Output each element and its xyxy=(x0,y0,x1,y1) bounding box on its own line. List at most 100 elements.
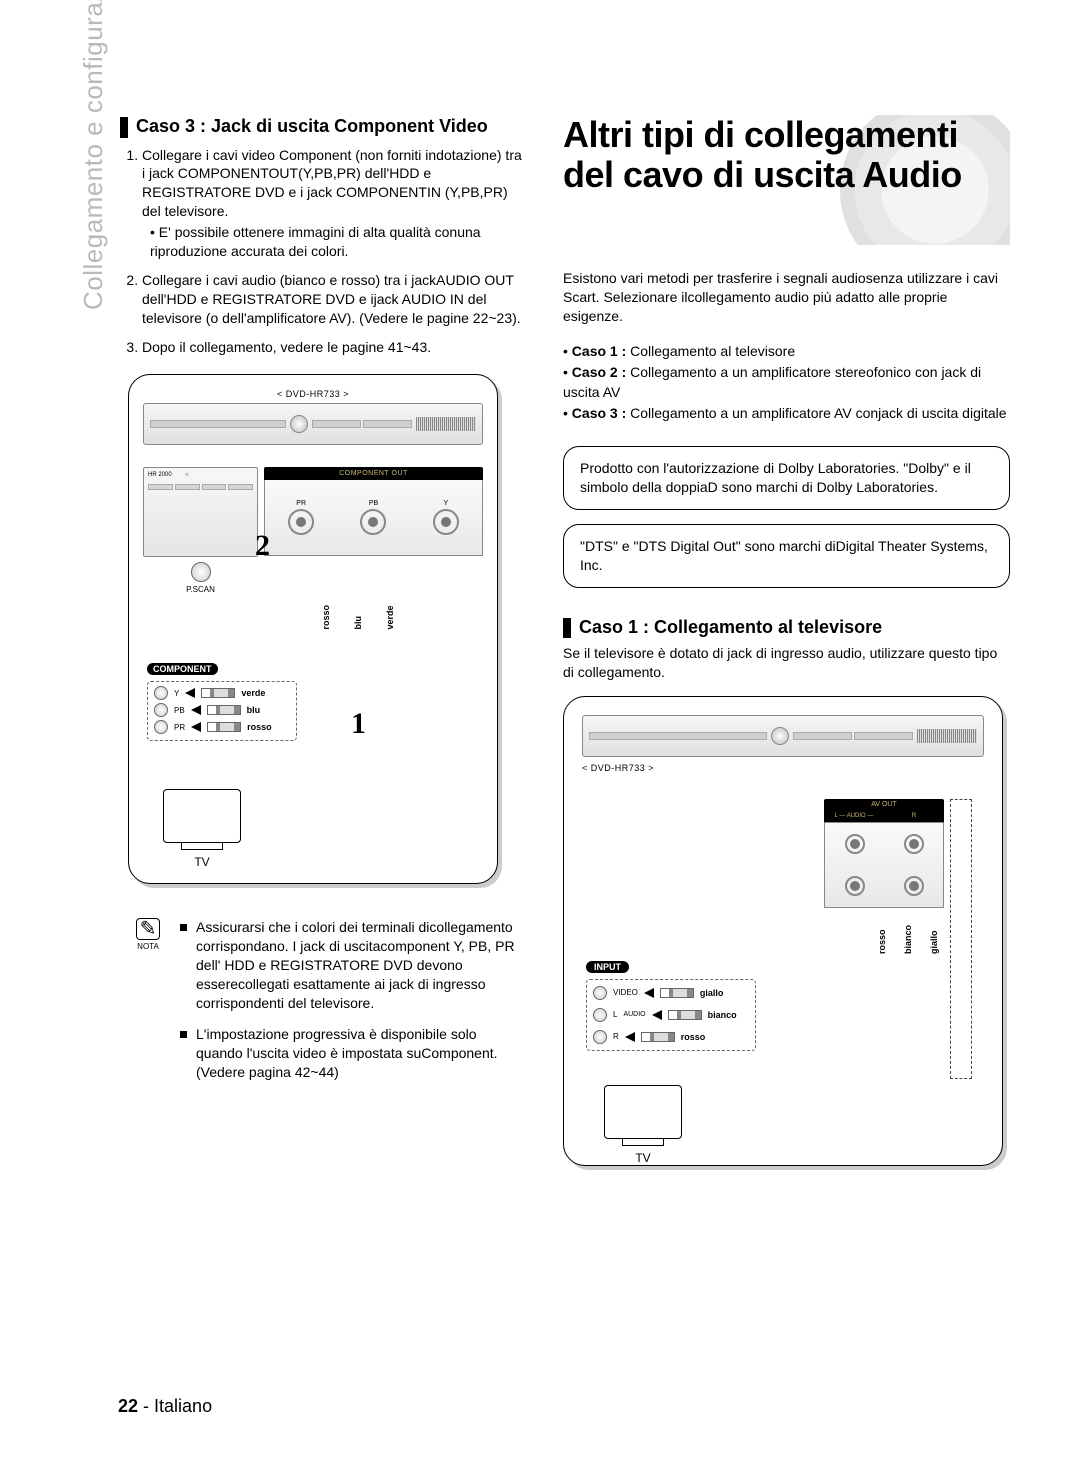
input-row-giallo: giallo xyxy=(700,988,724,998)
jack-label-pb: PB xyxy=(369,500,378,507)
tv-block-r: TV xyxy=(604,1085,682,1165)
note-block: ✎ NOTA Assicurarsi che i colori dei term… xyxy=(120,918,525,1093)
plug-icon xyxy=(207,722,241,732)
heading-bar xyxy=(120,117,128,138)
case-list: • Caso 1 : Collegamento al televisore • … xyxy=(563,342,1010,424)
avout-sub-r: R xyxy=(884,811,944,822)
cable-label-giallo-r: giallo xyxy=(929,925,939,954)
page-lang: Italiano xyxy=(154,1396,212,1416)
diagram-component: < DVD-HR733 > HR 2000 ○ xyxy=(128,374,498,884)
mini-jack-icon xyxy=(154,703,168,717)
note-item-1: Assicurarsi che i colori dei terminali d… xyxy=(180,918,525,1012)
cable-label-verde: verde xyxy=(385,605,395,630)
cable-label-rosso: rosso xyxy=(321,605,331,630)
dashed-cable-lane xyxy=(950,799,972,1079)
tv-input-block: INPUT VIDEO giallo L xyxy=(586,957,756,1051)
arrow-left-icon xyxy=(625,1032,635,1042)
arrow-left-icon xyxy=(191,705,201,715)
note-item-2: L'impostazione progressiva è disponibile… xyxy=(180,1025,525,1082)
cable-color-labels-vert-r: rosso bianco giallo xyxy=(877,925,939,954)
page-footer: 22 - Italiano xyxy=(118,1396,212,1417)
avout-sub-l: L — AUDIO — xyxy=(824,811,884,822)
case-1-label: Caso 1 : xyxy=(572,343,626,359)
step-1-bullet: E' possibile ottenere immagini di alta q… xyxy=(150,223,525,261)
avout-block: AV OUT L — AUDIO — R xyxy=(824,799,944,908)
input-row-video: VIDEO xyxy=(613,988,638,997)
callout-number-2: 2 xyxy=(255,529,270,563)
left-column: Caso 3 : Jack di uscita Component Video … xyxy=(120,115,525,1166)
case-2-text: Collegamento a un amplificatore stereofo… xyxy=(563,364,981,400)
component-badge: COMPONENT xyxy=(147,663,218,675)
dolby-box: Prodotto con l'autorizzazione di Dolby L… xyxy=(563,446,1010,510)
input-row-l: L xyxy=(613,1010,617,1019)
cable-label-bianco-r: bianco xyxy=(903,925,913,954)
step-1-text: Collegare i cavi video Component (non fo… xyxy=(142,147,522,220)
sidebar-section-label: Collegamento e configurazione xyxy=(78,0,109,310)
case-2-label: Caso 2 : xyxy=(572,364,626,380)
steps-list: Collegare i cavi video Component (non fo… xyxy=(120,146,525,357)
arrow-left-icon xyxy=(644,988,654,998)
note-label: NOTA xyxy=(137,942,159,951)
tv-icon xyxy=(604,1085,682,1139)
mini-jack-icon xyxy=(593,1008,607,1022)
row-sub-pr: PR xyxy=(174,723,185,732)
jack-label-pr: PR xyxy=(296,500,306,507)
step-1: Collegare i cavi video Component (non fo… xyxy=(142,146,525,261)
input-row-bianco: bianco xyxy=(708,1010,737,1020)
case-3-label: Caso 3 : xyxy=(572,405,626,421)
step-2: Collegare i cavi audio (bianco e rosso) … xyxy=(142,271,525,328)
plug-icon xyxy=(660,988,694,998)
callout-number-1: 1 xyxy=(351,707,366,741)
case-3-text: Collegamento a un amplificatore AV conja… xyxy=(630,405,1006,421)
plug-icon xyxy=(201,688,235,698)
row-color-rosso: rosso xyxy=(247,722,272,732)
row-color-verde: verde xyxy=(241,688,265,698)
tv-icon xyxy=(163,789,241,843)
pscan-label: P.SCAN xyxy=(186,585,215,594)
pscan-jack-icon xyxy=(191,562,211,582)
detail-left-panel: HR 2000 ○ P.SCAN xyxy=(143,467,258,557)
right-column: Altri tipi di collegamenti del cavo di u… xyxy=(563,115,1010,1166)
plug-icon xyxy=(641,1032,675,1042)
case-item-3: • Caso 3 : Collegamento a un amplificato… xyxy=(563,404,1010,424)
mini-jack-icon xyxy=(593,1030,607,1044)
cable-color-labels-vert: rosso blu verde xyxy=(321,605,395,630)
cable-label-rosso-r: rosso xyxy=(877,925,887,954)
note-icon: ✎ xyxy=(136,918,160,940)
page-sep: - xyxy=(138,1396,154,1416)
case-item-1: • Caso 1 : Collegamento al televisore xyxy=(563,342,1010,362)
tv-label: TV xyxy=(194,855,209,869)
device-model-label-r: < DVD-HR733 > xyxy=(582,763,984,773)
heading-text: Caso 3 : Jack di uscita Component Video xyxy=(136,115,488,138)
arrow-left-icon xyxy=(185,688,195,698)
cable-label-blu: blu xyxy=(353,605,363,630)
hero-banner: Altri tipi di collegamenti del cavo di u… xyxy=(563,115,1010,245)
jack-label-y: Y xyxy=(443,500,448,507)
avout-label: AV OUT xyxy=(824,799,944,811)
intro-paragraph: Esistono vari metodi per trasferire i se… xyxy=(563,269,1010,326)
input-row-rosso: rosso xyxy=(681,1032,706,1042)
dts-box: "DTS" e "DTS Digital Out" sono marchi di… xyxy=(563,524,1010,588)
case-1-text: Collegamento al televisore xyxy=(630,343,795,359)
caso1-paragraph: Se il televisore è dotato di jack di ing… xyxy=(563,644,1010,682)
mini-jack-icon xyxy=(154,686,168,700)
step-3: Dopo il collegamento, vedere le pagine 4… xyxy=(142,338,525,357)
mini-jack-icon xyxy=(154,720,168,734)
diagram-audio: < DVD-HR733 > AV OUT L — AUDIO — R xyxy=(563,696,1003,1166)
section-heading-caso3: Caso 3 : Jack di uscita Component Video xyxy=(120,115,525,138)
hero-title: Altri tipi di collegamenti del cavo di u… xyxy=(563,115,1010,196)
device-model-label: < DVD-HR733 > xyxy=(143,389,483,399)
tv-block: TV xyxy=(163,789,241,869)
arrow-left-icon xyxy=(652,1010,662,1020)
row-sub-pb: PB xyxy=(174,706,185,715)
row-sub-y: Y xyxy=(174,689,179,698)
component-out-label: COMPONENT OUT xyxy=(264,467,483,480)
plug-icon xyxy=(207,705,241,715)
section-heading-caso1: Caso 1 : Collegamento al televisore xyxy=(563,616,1010,639)
tv-label-r: TV xyxy=(635,1151,650,1165)
heading-bar xyxy=(563,618,571,639)
case-item-2: • Caso 2 : Collegamento a un amplificato… xyxy=(563,363,1010,402)
page-number: 22 xyxy=(118,1396,138,1416)
dvd-device-icon xyxy=(143,403,483,445)
mini-jack-icon xyxy=(593,986,607,1000)
